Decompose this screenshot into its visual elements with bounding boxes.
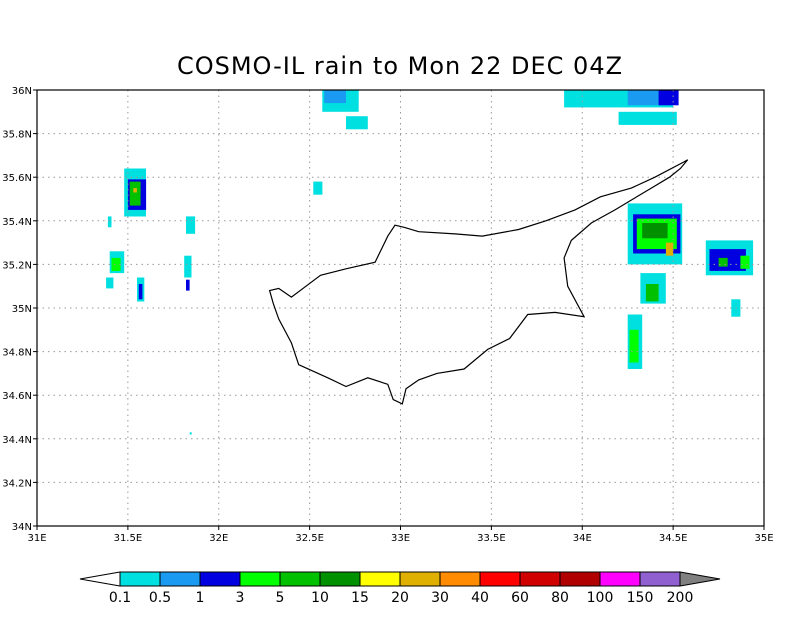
x-tick-label: 34.5E (659, 533, 688, 544)
y-tick-label: 34N (12, 522, 32, 533)
rain-cell-34 (740, 255, 750, 269)
rain-cell-28 (645, 284, 659, 302)
rain-cell-3 (313, 181, 323, 195)
colorbar-label: 3 (236, 590, 245, 606)
rain-cell-19 (184, 255, 192, 278)
rain-cell-17 (138, 284, 143, 300)
colorbar-label: 0.5 (149, 590, 171, 606)
rain-cell-10 (129, 181, 141, 206)
colorbar-label: 100 (587, 590, 614, 606)
rain-cell-6 (627, 90, 661, 106)
grid-lines (37, 90, 764, 526)
colorbar-swatch (479, 571, 521, 587)
y-tick-label: 35.4N (2, 217, 32, 228)
rain-cell-12 (107, 216, 112, 228)
colorbar-label: 80 (551, 590, 569, 606)
colorbar-label: 0.1 (109, 590, 131, 606)
rain-cell-7 (658, 90, 679, 106)
rain-cell-5 (618, 111, 677, 125)
colorbar-swatch (599, 571, 641, 587)
colorbar-label: 10 (311, 590, 329, 606)
y-tick-label: 34.2N (2, 478, 32, 489)
colorbar-over-arrow (679, 571, 721, 587)
rain-cell-11 (133, 188, 137, 193)
colorbar-swatch (399, 571, 441, 587)
colorbar-swatch (519, 571, 561, 587)
rain-cell-25 (642, 223, 668, 239)
x-tick-label: 32E (209, 533, 228, 544)
y-tick-label: 35N (12, 304, 32, 315)
x-tick-label: 33.5E (477, 533, 506, 544)
latitude-ticks: 34N 34.2N 34.4N 34.6N 34.8N 35N 35.2N 35.4N 35.6… (2, 86, 37, 533)
y-tick-label: 35.6N (2, 173, 32, 184)
colorbar-label: 200 (667, 590, 694, 606)
colorbar-label: 30 (431, 590, 449, 606)
colorbar-swatch (159, 571, 201, 587)
colorbar-swatch (639, 571, 681, 587)
rain-cell-2 (324, 90, 346, 104)
colorbar-label: 1 (196, 590, 205, 606)
colorbar-swatch (119, 571, 161, 587)
colorbar-label: 150 (627, 590, 654, 606)
colorbar-swatch (439, 571, 481, 587)
y-tick-label: 36N (12, 86, 32, 97)
map-title: COSMO-IL rain to Mon 22 DEC 04Z (176, 52, 624, 80)
x-tick-label: 31E (27, 533, 46, 544)
colorbar-label: 5 (276, 590, 285, 606)
y-tick-label: 34.6N (2, 391, 32, 402)
rain-cell-26 (665, 242, 674, 256)
x-tick-label: 35E (754, 533, 773, 544)
colorbar-label: 60 (511, 590, 529, 606)
colorbar-label: 20 (391, 590, 409, 606)
cyprus-coastline (268, 159, 689, 405)
y-tick-label: 34.4N (2, 435, 32, 446)
colorbar-swatch (359, 571, 401, 587)
rain-cell-15 (106, 277, 114, 289)
x-tick-label: 32.5E (295, 533, 324, 544)
rain-cell-33 (718, 257, 728, 267)
colorbar-swatch (279, 571, 321, 587)
colorbar-swatch (239, 571, 281, 587)
colorbar-swatch (319, 571, 361, 587)
colorbar-swatch (559, 571, 601, 587)
rain-cell-1 (346, 116, 368, 130)
colorbar-label: 40 (471, 590, 489, 606)
rain-cell-20 (186, 279, 190, 291)
rain-cell-18 (186, 216, 196, 234)
longitude-ticks: 31E 31.5E 32E 32.5E 33E 33.5E 34E 34.5E 35E (27, 526, 774, 544)
colorbar-under-arrow (79, 571, 121, 587)
y-tick-label: 34.8N (2, 348, 32, 359)
rain-cell-14 (111, 257, 121, 271)
rain-cell-30 (629, 329, 639, 363)
colorbar-label: 15 (351, 590, 369, 606)
y-tick-label: 35.2N (2, 260, 32, 271)
rain-layer (106, 90, 754, 435)
x-tick-label: 33E (391, 533, 410, 544)
colorbar: 0.1 0.5 1 3 5 10 15 20 30 40 60 80 100 150 200 (79, 571, 721, 606)
rain-cell-21 (189, 432, 192, 435)
y-tick-label: 35.8N (2, 130, 32, 141)
x-tick-label: 31.5E (114, 533, 143, 544)
colorbar-swatch (199, 571, 241, 587)
x-tick-label: 34E (573, 533, 592, 544)
